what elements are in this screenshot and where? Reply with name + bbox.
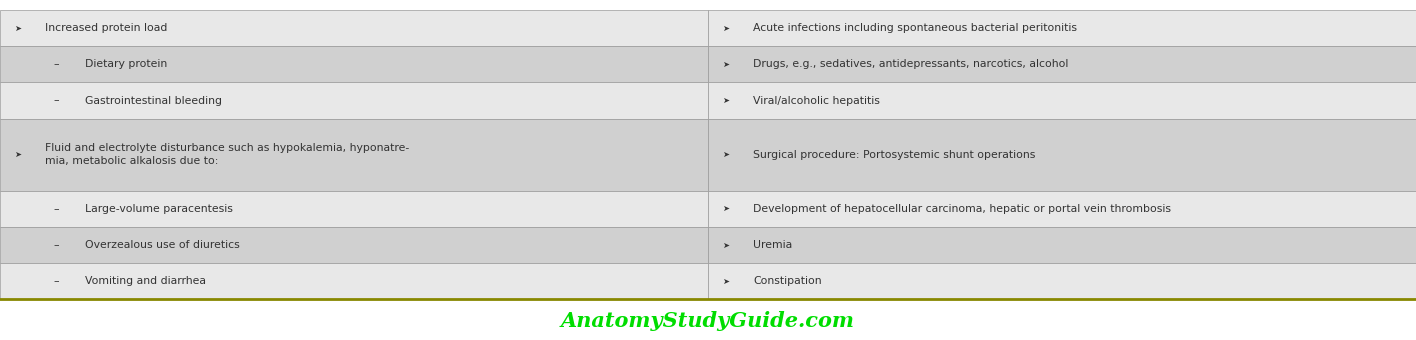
Text: –: – [54, 96, 59, 105]
Text: ➤: ➤ [722, 204, 729, 214]
Text: ➤: ➤ [722, 277, 729, 286]
Text: –: – [54, 240, 59, 250]
Text: Development of hepatocellular carcinoma, hepatic or portal vein thrombosis: Development of hepatocellular carcinoma,… [753, 204, 1171, 214]
Text: Viral/alcoholic hepatitis: Viral/alcoholic hepatitis [753, 96, 881, 105]
Text: Drugs, e.g., sedatives, antidepressants, narcotics, alcohol: Drugs, e.g., sedatives, antidepressants,… [753, 59, 1069, 69]
Text: Constipation: Constipation [753, 276, 821, 286]
Text: ➤: ➤ [14, 24, 21, 33]
Text: ➤: ➤ [722, 96, 729, 105]
Bar [0, 191, 708, 227]
Text: –: – [54, 59, 59, 69]
Bar [0, 82, 708, 119]
Text: ➤: ➤ [14, 150, 21, 159]
Text: Dietary protein: Dietary protein [85, 59, 167, 69]
Text: Gastrointestinal bleeding: Gastrointestinal bleeding [85, 96, 222, 105]
Bar [708, 263, 1416, 299]
Text: Increased protein load: Increased protein load [45, 23, 167, 33]
Text: Surgical procedure: Portosystemic shunt operations: Surgical procedure: Portosystemic shunt … [753, 150, 1035, 160]
Bar [0, 227, 708, 263]
Text: Vomiting and diarrhea: Vomiting and diarrhea [85, 276, 205, 286]
Text: ➤: ➤ [722, 60, 729, 69]
Text: Fluid and electrolyte disturbance such as hypokalemia, hyponatre-
mia, metabolic: Fluid and electrolyte disturbance such a… [45, 143, 409, 166]
Text: Overzealous use of diuretics: Overzealous use of diuretics [85, 240, 239, 250]
Text: ➤: ➤ [722, 24, 729, 33]
Text: Acute infections including spontaneous bacterial peritonitis: Acute infections including spontaneous b… [753, 23, 1078, 33]
Text: Uremia: Uremia [753, 240, 793, 250]
Bar [0, 46, 708, 82]
Bar [0, 10, 708, 46]
Bar [708, 227, 1416, 263]
Text: AnatomyStudyGuide.com: AnatomyStudyGuide.com [561, 311, 855, 331]
Text: ➤: ➤ [722, 240, 729, 250]
Bar [0, 119, 708, 191]
Bar [708, 46, 1416, 82]
Bar [708, 10, 1416, 46]
Text: –: – [54, 204, 59, 214]
Bar [708, 82, 1416, 119]
Text: –: – [54, 276, 59, 286]
Bar [708, 191, 1416, 227]
Text: Large-volume paracentesis: Large-volume paracentesis [85, 204, 232, 214]
Bar [708, 119, 1416, 191]
Text: ➤: ➤ [722, 150, 729, 159]
Bar [0, 263, 708, 299]
